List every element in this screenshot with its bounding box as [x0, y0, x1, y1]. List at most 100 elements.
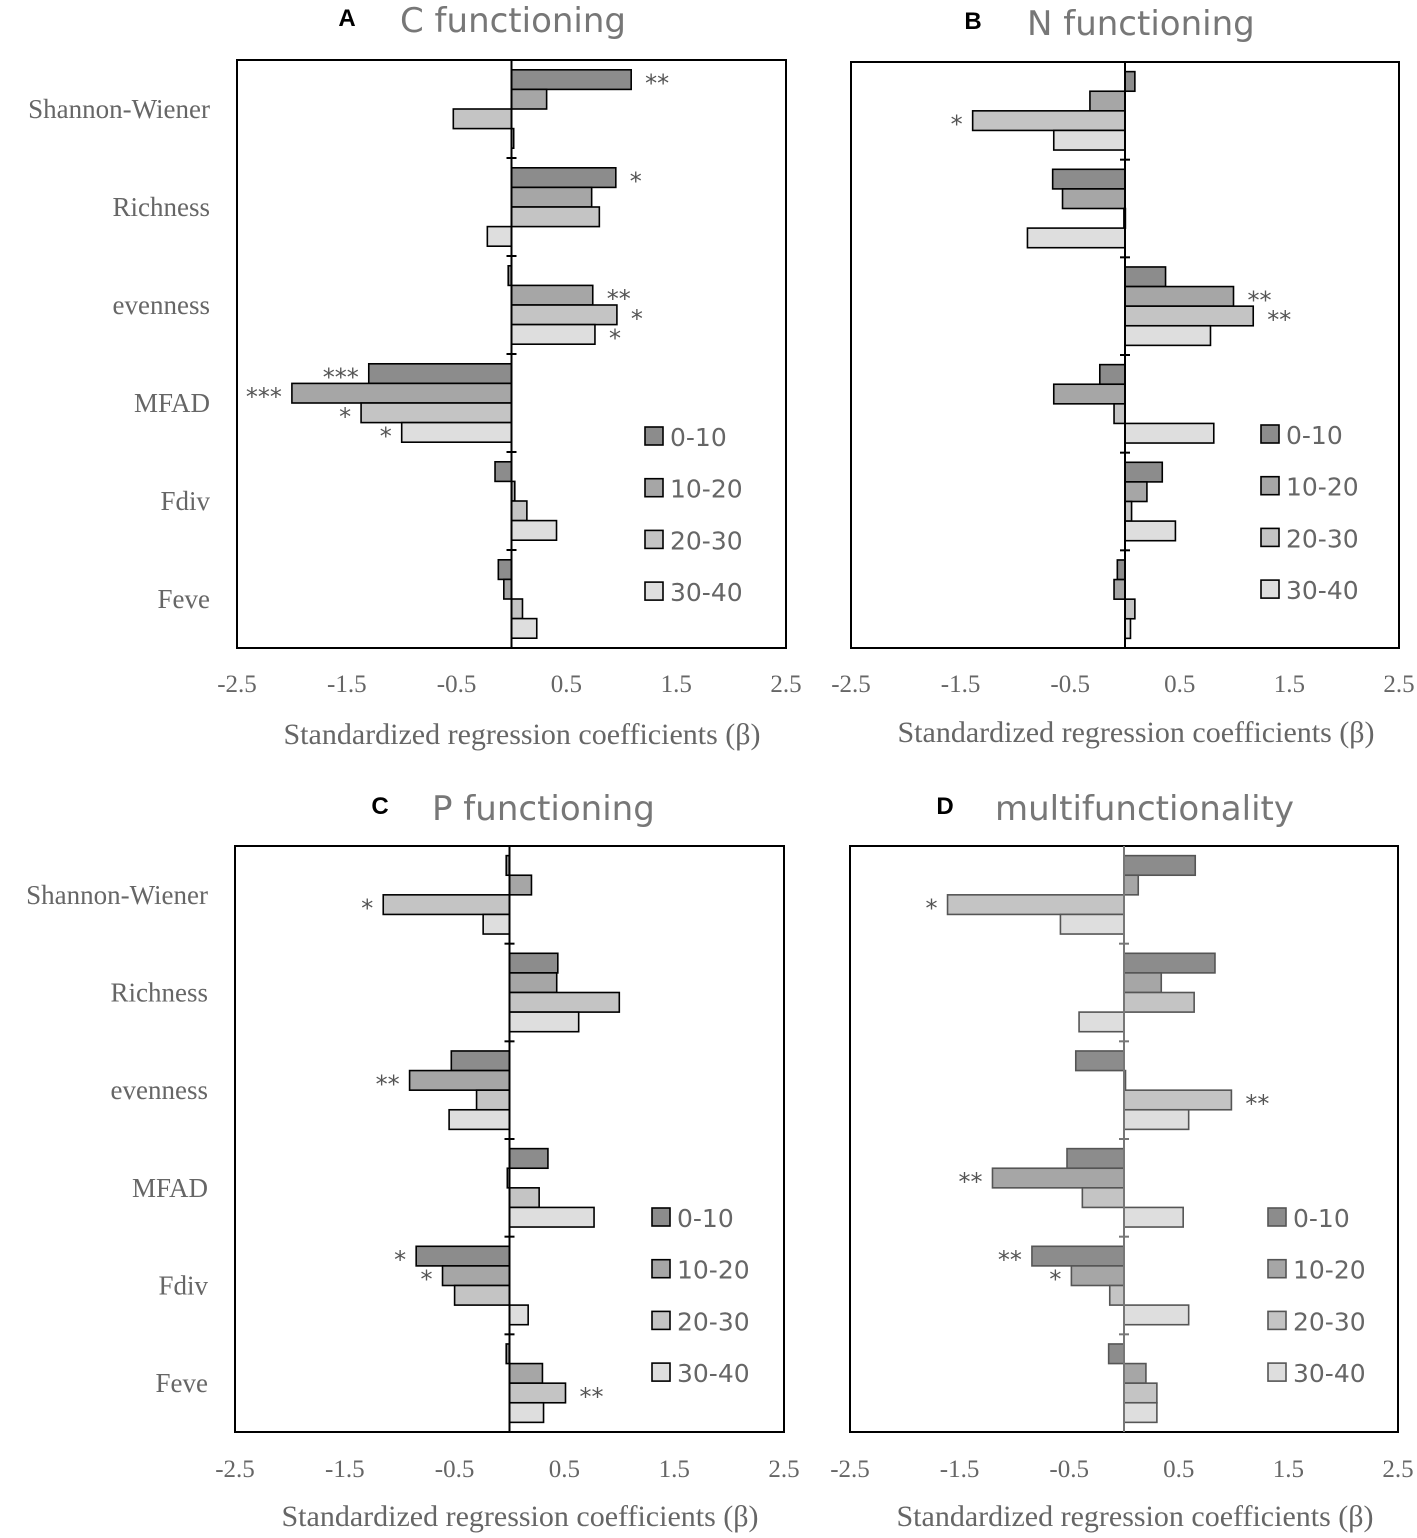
panel-d-bar-mfad-20-30	[1081, 1187, 1125, 1209]
panel-c-category-label: Fdiv	[158, 1271, 208, 1301]
panel-b-bar-feve-10-20	[1113, 578, 1126, 600]
panel-a-bar-evenness-10-20	[510, 284, 594, 306]
panel-d-bar-richness-20-30	[1123, 991, 1195, 1013]
panel-a-legend-swatch-30-40	[644, 581, 664, 601]
panel-c-bar-feve-30-40	[508, 1401, 545, 1424]
panel-c-bar-richness-0-10	[508, 952, 559, 974]
panel-a-bar-feve-0-10	[497, 558, 513, 581]
panel-b-legend-swatch-0-10	[1260, 424, 1280, 444]
panel-c-bar-richness-20-30	[508, 991, 621, 1013]
panel-d-bar-fdiv-10-20	[1070, 1265, 1125, 1287]
panel-d-legend-label: 20-30	[1293, 1307, 1366, 1336]
panel-b-bar-fdiv-30-40	[1124, 520, 1177, 542]
panel-d-title: multifunctionality	[995, 789, 1294, 829]
panel-c-category-label: Feve	[156, 1368, 209, 1398]
panel-b-bar-evenness-0-10	[1124, 266, 1167, 288]
panel-a-x-tick-label: 0.5	[551, 671, 582, 698]
panel-a-bar-shannon-wiener-0-10	[510, 69, 632, 91]
panel-a-bar-shannon-wiener-20-30	[452, 108, 513, 130]
panel-d-bar-shannon-wiener-10-20	[1123, 874, 1140, 896]
panel-d-bar-fdiv-20-30	[1108, 1284, 1125, 1306]
panel-d-bar-feve-0-10	[1107, 1343, 1125, 1365]
panel-c-bar-shannon-wiener-20-30	[382, 894, 511, 916]
panel-d-legend-label: 30-40	[1293, 1359, 1366, 1388]
panel-d-legend-label: 10-20	[1293, 1256, 1366, 1285]
panel-b-significance-label: **	[1248, 286, 1272, 314]
panel-d-legend-swatch-0-10	[1267, 1207, 1287, 1227]
panel-c-bar-evenness-30-40	[448, 1108, 511, 1131]
panel-c-significance-label: **	[579, 1383, 603, 1411]
panel-a-title: C functioning	[400, 1, 626, 41]
panel-c-bar-shannon-wiener-10-20	[508, 874, 533, 896]
panel-d-bar-fdiv-30-40	[1123, 1304, 1190, 1326]
panel-a-significance-label: *	[339, 403, 351, 431]
panel-b-bar-shannon-wiener-0-10	[1124, 70, 1136, 93]
panel-c-bar-fdiv-20-30	[453, 1284, 511, 1306]
panel-b-legend-swatch-10-20	[1260, 475, 1280, 496]
panel-d-legend-swatch-30-40	[1267, 1362, 1287, 1382]
panel-a-x-tick-label: -1.5	[327, 671, 367, 698]
panel-c-x-tick-label: -2.5	[215, 1456, 255, 1483]
panel-d-bar-mfad-30-40	[1123, 1206, 1184, 1228]
panel-a-bar-fdiv-0-10	[494, 460, 513, 483]
panel-c-category-label: Shannon-Wiener	[26, 880, 208, 910]
panel-a-bar-richness-0-10	[510, 167, 617, 189]
panel-d-bar-shannon-wiener-30-40	[1059, 913, 1125, 935]
panel-a-legend-label: 30-40	[670, 578, 743, 607]
panel-c-legend-label: 0-10	[677, 1204, 734, 1233]
panel-a-significance-label: ***	[323, 364, 359, 392]
panel-d-bar-shannon-wiener-0-10	[1123, 854, 1197, 877]
panel-c-bar-fdiv-10-20	[441, 1265, 511, 1287]
panel-a-legend-swatch-20-30	[644, 529, 664, 550]
panel-b-bar-fdiv-10-20	[1124, 481, 1148, 503]
panel-d-bar-evenness-30-40	[1123, 1108, 1190, 1131]
panel-c-legend-swatch-0-10	[651, 1207, 671, 1227]
panel-d-bar-fdiv-0-10	[1031, 1245, 1125, 1267]
panel-b-bar-feve-20-30	[1124, 598, 1136, 620]
panel-d-bar-feve-10-20	[1123, 1362, 1147, 1384]
panel-b-bar-fdiv-0-10	[1124, 461, 1164, 483]
panel-d-bar-feve-30-40	[1123, 1401, 1158, 1424]
panel-d-x-axis-title: Standardized regression coefficients (β)	[896, 1500, 1373, 1533]
panel-c-legend-swatch-10-20	[651, 1258, 671, 1279]
panel-b-significance-label: **	[1267, 306, 1291, 334]
panel-a-significance-label: *	[630, 168, 642, 196]
panel-a-legend-label: 0-10	[670, 423, 727, 452]
panel-a-bar-evenness-20-30	[510, 304, 618, 326]
panel-a-category-label: MFAD	[134, 388, 210, 418]
panel-a-bar-richness-30-40	[486, 225, 513, 248]
panel-b-bar-shannon-wiener-10-20	[1089, 90, 1126, 112]
panel-a-significance-label: **	[607, 285, 631, 313]
panel-c-x-tick-label: 2.5	[768, 1456, 799, 1483]
panel-a-significance-label: ***	[246, 383, 282, 411]
panel-d-legend-label: 0-10	[1293, 1204, 1350, 1233]
panel-a-legend-swatch-0-10	[644, 426, 664, 446]
panel-d-significance-label: **	[998, 1246, 1022, 1274]
panel-b-bar-shannon-wiener-20-30	[971, 110, 1126, 132]
panel-b-bar-richness-30-40	[1026, 227, 1126, 249]
panel-c-bar-evenness-0-10	[450, 1050, 511, 1072]
panel-c-bar-mfad-30-40	[508, 1206, 595, 1228]
panel-b-bar-feve-0-10	[1116, 559, 1126, 581]
panel-c-bar-mfad-0-10	[508, 1147, 549, 1170]
panel-b-bar-mfad-20-30	[1113, 403, 1126, 425]
panel-c-significance-label: *	[394, 1246, 406, 1274]
panel-b-legend-swatch-20-30	[1260, 527, 1280, 548]
panel-d-letter: D	[936, 793, 953, 820]
panel-a-significance-label: *	[609, 324, 621, 352]
panel-a-letter: A	[338, 5, 355, 32]
panel-c-bar-fdiv-30-40	[508, 1304, 529, 1326]
panel-a-category-label: Richness	[113, 192, 211, 222]
panel-d-significance-label: **	[1245, 1090, 1269, 1118]
panel-a-legend-label: 20-30	[670, 526, 743, 555]
panel-c-x-tick-label: -0.5	[435, 1456, 475, 1483]
panel-a-bar-evenness-30-40	[510, 323, 596, 346]
panel-b-x-tick-label: 0.5	[1164, 671, 1195, 698]
panel-d-bar-richness-0-10	[1123, 952, 1216, 974]
panel-c-bar-evenness-10-20	[408, 1069, 511, 1091]
panel-c-bar-richness-10-20	[508, 972, 558, 994]
panel-a-bar-shannon-wiener-10-20	[510, 88, 548, 110]
panel-d-x-tick-label: -1.5	[940, 1456, 980, 1483]
panel-c-bar-evenness-20-30	[475, 1089, 511, 1111]
panel-d-bar-shannon-wiener-20-30	[946, 894, 1125, 916]
